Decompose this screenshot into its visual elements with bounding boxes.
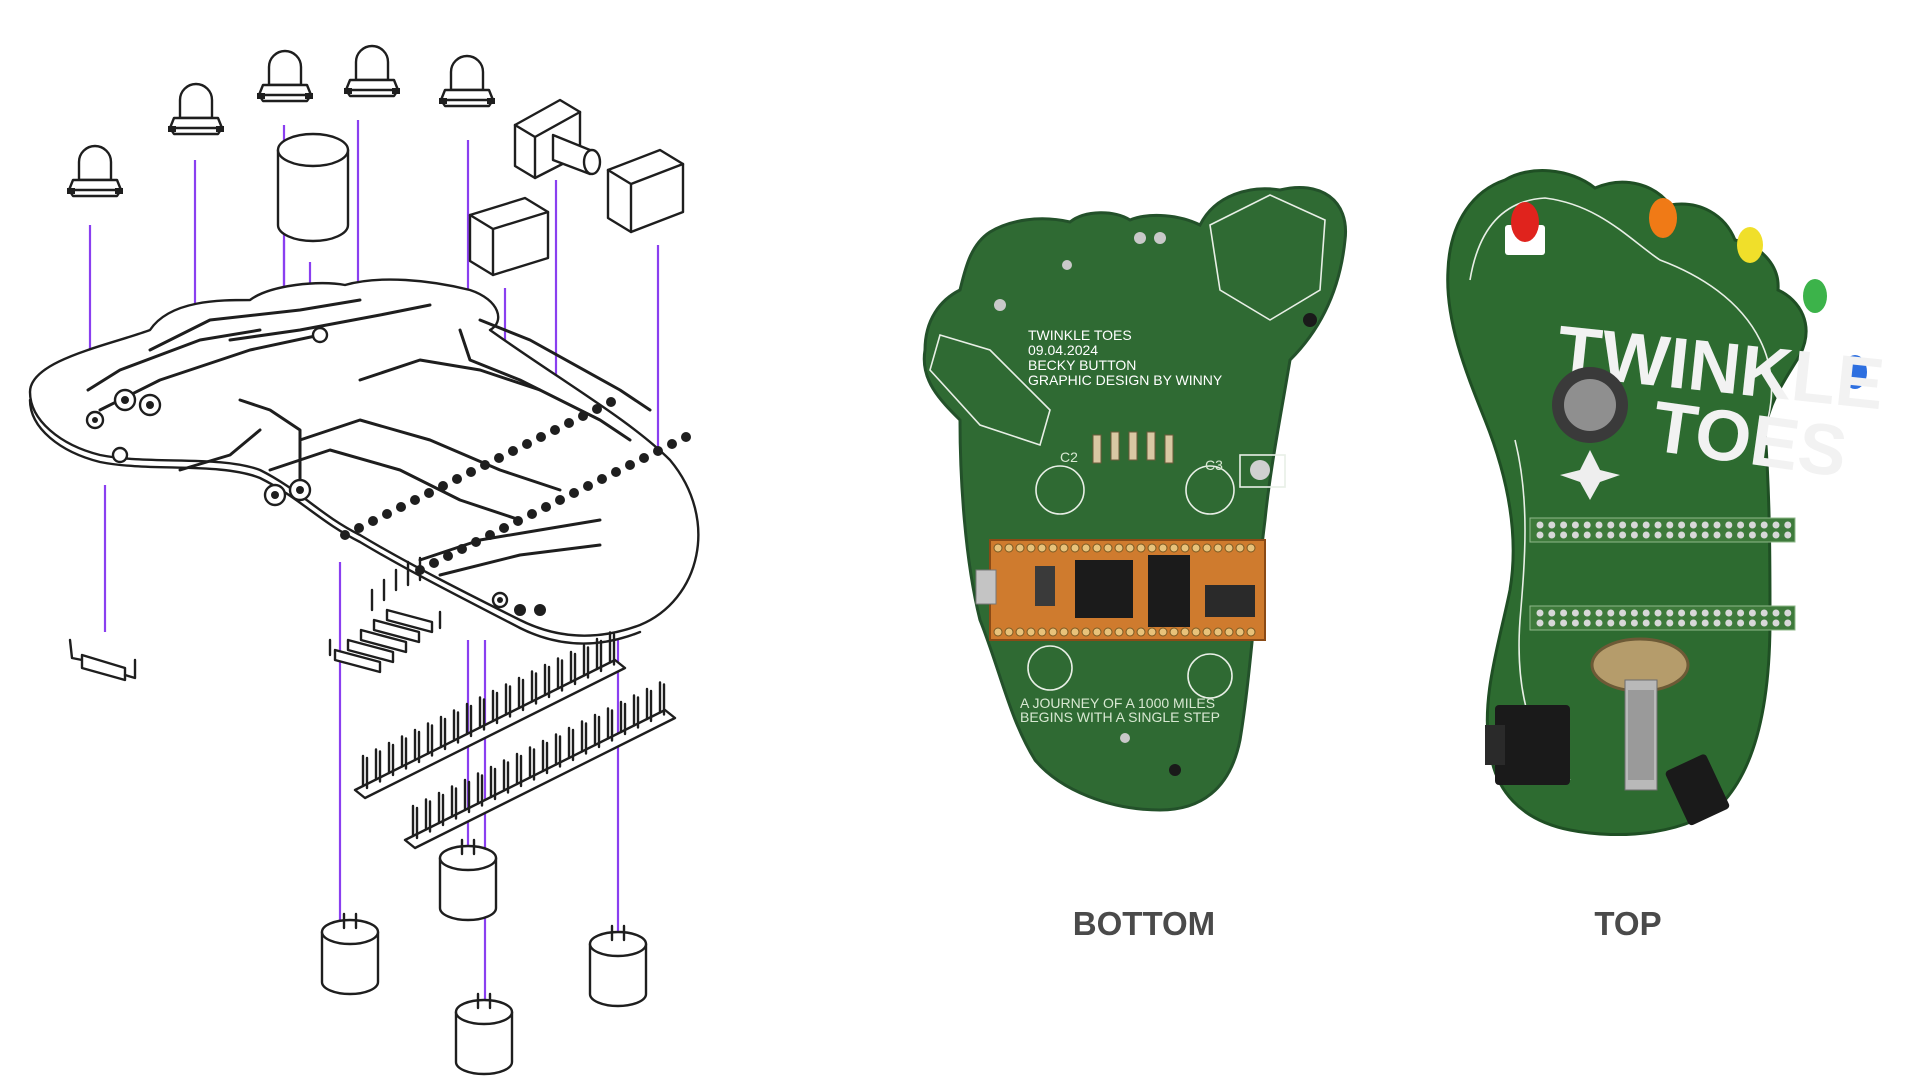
silk-designer: GRAPHIC DESIGN BY WINNY: [1028, 372, 1223, 388]
top-header-row: [1529, 517, 1796, 543]
motto-line-1: A JOURNEY OF A 1000 MILES: [1020, 695, 1215, 711]
exploded-assembly-drawing: [28, 44, 700, 1076]
led-icon: [257, 49, 313, 103]
pcb-outline-iso: [28, 278, 700, 645]
top-board: TWINKLE TOES Made with <3 at xHain: [1446, 169, 1888, 837]
pcb-traces-iso: [86, 298, 652, 577]
svg-text:TWINKLE TOES: TWINKLE TOES: [1028, 327, 1132, 343]
bottom-silkscreen-shapes: [929, 194, 1326, 699]
bottom-credits-text: TWINKLE TOES 09.04.2024 BECKY BUTTON GRA…: [1028, 327, 1223, 388]
pcb-pin-holes-iso: [340, 397, 691, 575]
led-parts: [67, 44, 495, 198]
caption-top: TOP: [1594, 905, 1661, 942]
audio-jack-icon: [1485, 705, 1570, 785]
svg-text:BEGINS WITH A SINGLE STEP: BEGINS WITH A SINGLE STEP: [1020, 709, 1220, 725]
resistor-array-icon: [328, 556, 442, 674]
top-push-button-icon: [1552, 367, 1628, 500]
potentiometer-icon: [1590, 637, 1690, 791]
push-button-icon: [513, 98, 602, 180]
led-icon: [67, 144, 123, 198]
silk-author: BECKY BUTTON: [1028, 357, 1136, 373]
capacitor-small-icon: [438, 838, 498, 922]
led-orange-icon: [1649, 198, 1677, 238]
caption-bottom: BOTTOM: [1073, 905, 1215, 942]
led-icon: [344, 44, 400, 98]
cap-label-c2: C2: [1060, 449, 1078, 465]
led-yellow-icon: [1737, 227, 1763, 263]
led-red-icon: [1505, 202, 1545, 255]
led-blue-icon: [1843, 355, 1867, 389]
pcb-pads-iso: [85, 326, 546, 616]
silk-title: TWINKLE TOES: [1028, 327, 1132, 343]
cap-label-c3: C3: [1205, 457, 1223, 473]
led-green-icon: [1803, 279, 1827, 313]
silk-date: 09.04.2024: [1028, 342, 1098, 358]
capacitor-small-icon: [588, 924, 648, 1008]
top-pcb-outline: [1446, 169, 1808, 837]
microcontroller-board: [975, 539, 1266, 641]
bottom-motto: A JOURNEY OF A 1000 MILES BEGINS WITH A …: [1020, 695, 1220, 725]
mcu-pin-row: [993, 627, 1256, 637]
top-led-row: [1505, 198, 1867, 389]
capacitor-small-icon: [320, 912, 380, 996]
bottom-board: TWINKLE TOES 09.04.2024 BECKY BUTTON GRA…: [922, 185, 1348, 812]
svg-text:GRAPHIC DESIGN BY WINNY: GRAPHIC DESIGN BY WINNY: [1028, 372, 1223, 388]
capacitor-cylinder-icon: [276, 132, 350, 243]
small-cylinder-parts: [320, 838, 648, 1076]
mcu-pin-row: [993, 543, 1256, 553]
svg-text:09.04.2024: 09.04.2024: [1028, 342, 1098, 358]
cube-part-icon: [606, 148, 685, 234]
pin-header-icon: [353, 631, 627, 800]
capacitor-small-icon: [454, 992, 514, 1076]
svg-text:BECKY BUTTON: BECKY BUTTON: [1028, 357, 1136, 373]
pin-header-icon: [403, 681, 677, 850]
cube-part-icon: [468, 196, 550, 277]
resistor-icon: [68, 638, 137, 682]
top-header-row: [1529, 605, 1796, 631]
bottom-pcb-outline: [922, 185, 1348, 812]
bottom-resistor-row: [1092, 431, 1174, 464]
led-icon: [168, 82, 224, 136]
led-icon: [439, 54, 495, 108]
jack-right-icon: [1665, 754, 1730, 826]
bottom-mounting-holes: [994, 232, 1317, 776]
svg-text:A JOURNEY OF A 1000 MILES: A JOURNEY OF A 1000 MILES: [1020, 695, 1215, 711]
motto-line-2: BEGINS WITH A SINGLE STEP: [1020, 709, 1220, 725]
